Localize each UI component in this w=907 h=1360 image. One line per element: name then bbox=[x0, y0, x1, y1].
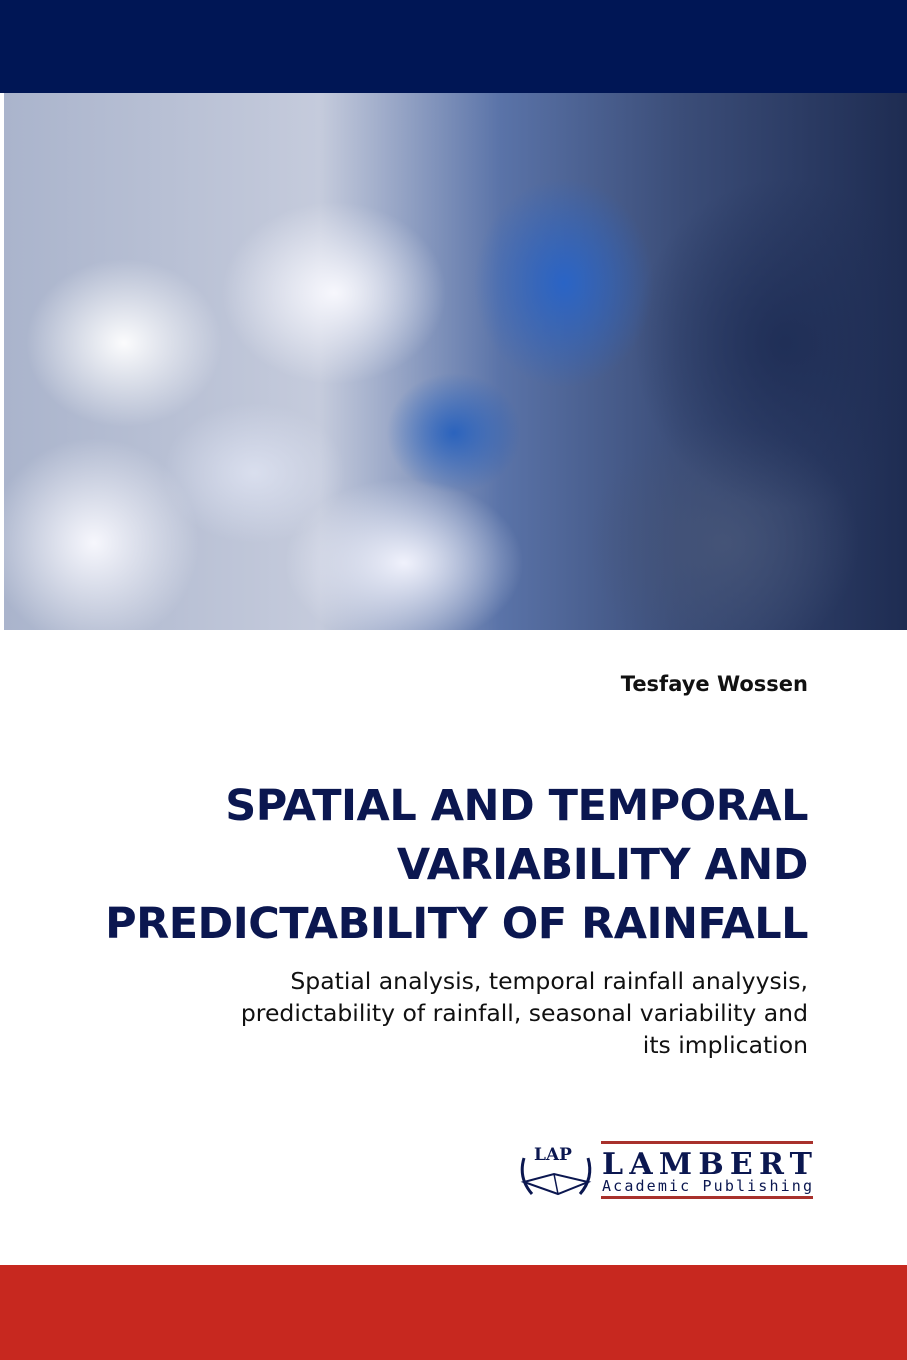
title-line: SPATIAL AND TEMPORAL bbox=[225, 781, 808, 831]
subtitle-line: its implication bbox=[642, 1031, 808, 1059]
author-name: Tesfaye Wossen bbox=[620, 672, 808, 696]
title-line: PREDICTABILITY OF RAINFALL bbox=[105, 899, 808, 949]
book-title: SPATIAL AND TEMPORAL VARIABILITY AND PRE… bbox=[48, 777, 808, 954]
svg-text:LAP: LAP bbox=[534, 1145, 572, 1165]
subtitle-line: predictability of rainfall, seasonal var… bbox=[240, 999, 808, 1027]
subtitle-line: Spatial analysis, temporal rainfall anal… bbox=[290, 967, 808, 995]
bottom-color-band bbox=[0, 1265, 907, 1360]
svg-text:Academic Publishing: Academic Publishing bbox=[602, 1177, 812, 1195]
book-laurel-icon bbox=[520, 1157, 592, 1196]
book-subtitle: Spatial analysis, temporal rainfall anal… bbox=[108, 965, 808, 1061]
cloud-sky-photo bbox=[4, 93, 907, 630]
top-color-bar bbox=[0, 0, 907, 93]
publisher-logo: LAP LAMBERT Academic Publishing bbox=[520, 1141, 813, 1199]
svg-text:LAMBERT: LAMBERT bbox=[602, 1147, 813, 1182]
title-line: VARIABILITY AND bbox=[396, 840, 809, 890]
